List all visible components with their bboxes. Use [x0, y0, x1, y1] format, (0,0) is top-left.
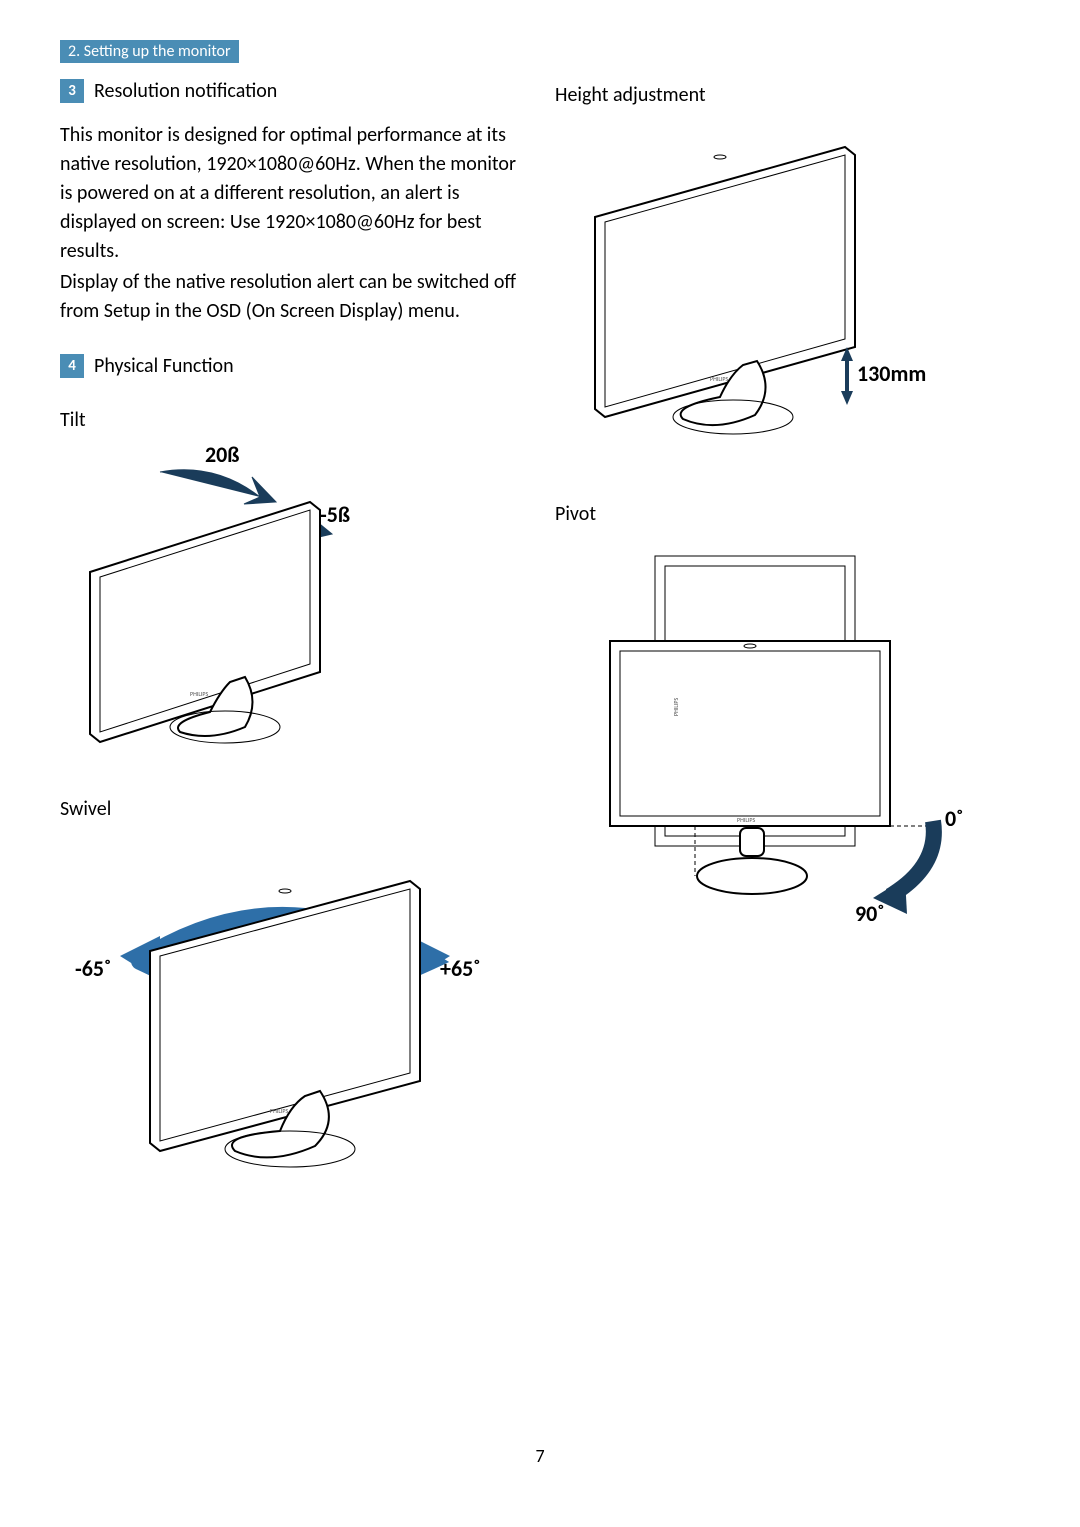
pivot-figure: 0˚ 90˚ PHILIPS PHILIPS: [555, 546, 1020, 951]
brand-swivel: PHILIPS: [270, 1107, 288, 1115]
swivel-figure: -65˚ +65˚ PHILIPS: [60, 831, 525, 1196]
pivot-0: 0˚: [945, 805, 963, 832]
section-4-title: Physical Function: [94, 354, 234, 378]
tilt-back-value: 20ß: [205, 442, 240, 468]
chapter-header: 2. Setting up the monitor: [60, 40, 239, 63]
tilt-fwd-value: -5ß: [320, 501, 350, 528]
section-4-head: 4 Physical Function: [60, 354, 525, 378]
page-number: 7: [535, 1445, 544, 1467]
tilt-label: Tilt: [60, 408, 525, 432]
resolution-p1: This monitor is designed for optimal per…: [60, 121, 520, 266]
section-3-number: 3: [60, 79, 84, 103]
section-4-number: 4: [60, 354, 84, 378]
brand-pivot-portrait: PHILIPS: [672, 698, 680, 716]
height-range: 130mm: [857, 360, 926, 387]
swivel-neg: -65˚: [75, 955, 111, 982]
tilt-figure: 20ß -5ß PHILIPS: [60, 442, 525, 767]
brand-height: PHILIPS: [710, 375, 728, 383]
swivel-pos: +65˚: [440, 955, 480, 982]
pivot-90: 90˚: [855, 900, 885, 927]
section-3-title: Resolution notification: [94, 79, 277, 103]
height-figure: 130mm PHILIPS: [555, 137, 1020, 472]
pivot-label: Pivot: [555, 502, 1020, 526]
height-label: Height adjustment: [555, 83, 1020, 107]
brand-tilt: PHILIPS: [190, 690, 208, 698]
section-3-head: 3 Resolution notification: [60, 79, 525, 103]
brand-pivot: PHILIPS: [737, 816, 755, 824]
swivel-label: Swivel: [60, 797, 525, 821]
resolution-p2: Display of the native resolution alert c…: [60, 268, 520, 326]
